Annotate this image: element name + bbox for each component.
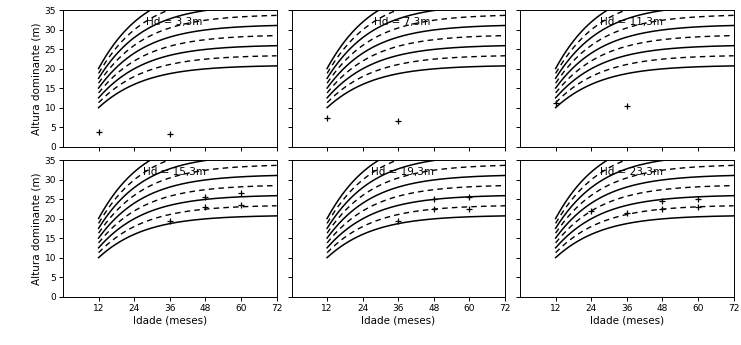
Text: Hd = 11,3m: Hd = 11,3m (599, 17, 662, 27)
Text: Hd = 19,3m: Hd = 19,3m (371, 167, 434, 177)
Text: Hd = 3,3m: Hd = 3,3m (146, 17, 202, 27)
Text: Hd = 23,3m: Hd = 23,3m (599, 167, 662, 177)
Text: Hd = 15,3m: Hd = 15,3m (142, 167, 205, 177)
Y-axis label: Altura dominante (m): Altura dominante (m) (32, 172, 41, 285)
X-axis label: Idade (meses): Idade (meses) (590, 315, 664, 325)
X-axis label: Idade (meses): Idade (meses) (361, 315, 436, 325)
X-axis label: Idade (meses): Idade (meses) (133, 315, 207, 325)
Text: Hd = 7,3m: Hd = 7,3m (374, 17, 431, 27)
Y-axis label: Altura dominante (m): Altura dominante (m) (32, 22, 41, 135)
